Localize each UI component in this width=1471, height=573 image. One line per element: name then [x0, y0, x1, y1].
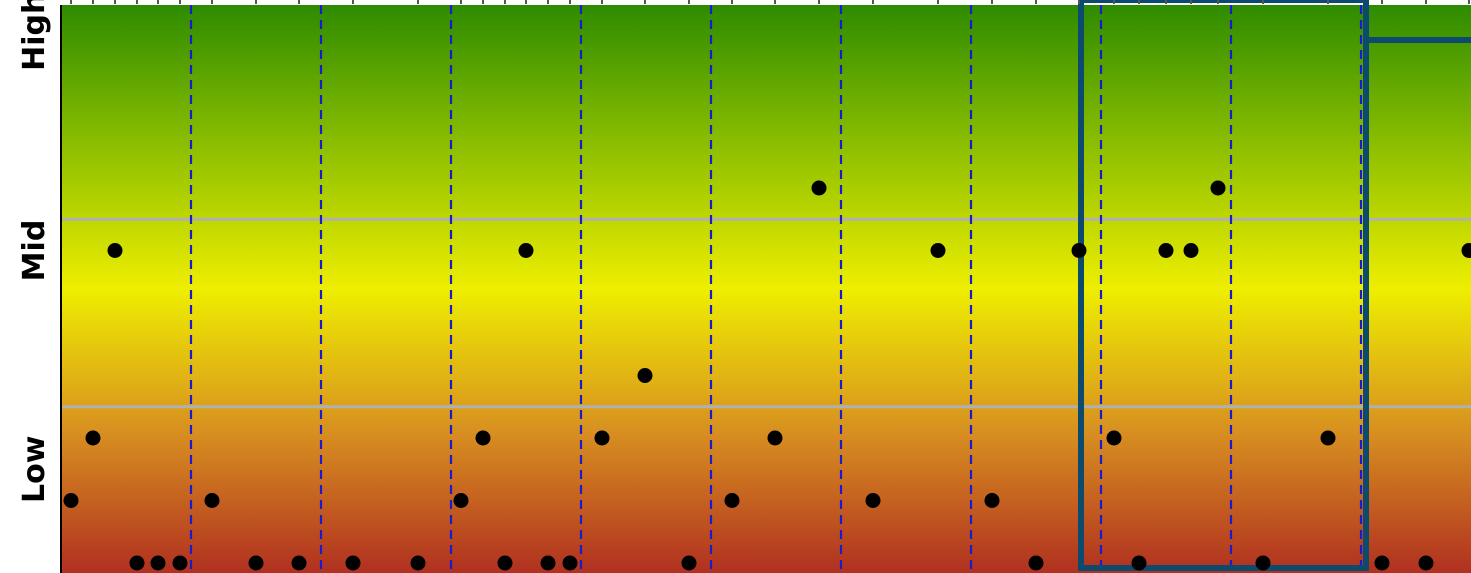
data-point-23: [811, 180, 827, 196]
data-point-1: [63, 493, 79, 508]
data-point-33: [1210, 180, 1226, 196]
data-point-6: [172, 555, 188, 571]
data-point-20: [681, 555, 697, 571]
data-point-19: [637, 368, 653, 383]
data-point-29: [1106, 430, 1122, 446]
data-point-18: [594, 430, 610, 446]
highlight-rect: [1078, 0, 1369, 571]
data-point-7: [204, 493, 220, 508]
interval-lines: [189, 5, 1363, 573]
highlight-box: [1078, 0, 1471, 571]
y-tick-label-mid: Mid: [17, 220, 52, 282]
data-point-37: [1418, 555, 1434, 571]
data-point-8: [248, 555, 264, 571]
y-tick-labels: Low Mid High: [17, 0, 52, 503]
data-point-9: [291, 555, 307, 571]
data-point-22: [767, 430, 783, 446]
data-point-31: [1158, 243, 1174, 258]
data-point-26: [984, 493, 1000, 508]
data-point-27: [1028, 555, 1044, 571]
plot-background: [61, 5, 1471, 573]
top-ticks: [70, 0, 1470, 4]
data-point-21: [724, 493, 740, 508]
band-lines: [61, 217, 1471, 409]
data-point-3: [107, 243, 123, 258]
data-point-32: [1183, 243, 1199, 258]
data-point-10: [345, 555, 361, 571]
data-point-15: [518, 243, 534, 258]
data-point-14: [497, 555, 513, 571]
data-point-2: [85, 430, 101, 446]
data-point-17: [562, 555, 578, 571]
data-point-4: [129, 555, 145, 571]
y-tick-label-high: High: [17, 0, 52, 71]
data-point-38: [1461, 243, 1471, 258]
data-point-24: [865, 493, 881, 508]
data-point-35: [1320, 430, 1336, 446]
data-point-11: [410, 555, 426, 571]
data-point-30: [1131, 555, 1147, 571]
data-points: [63, 180, 1471, 571]
y-tick-label-low: Low: [17, 436, 52, 503]
data-point-34: [1255, 555, 1271, 571]
data-point-12: [453, 493, 469, 508]
data-point-25: [930, 243, 946, 258]
data-point-13: [475, 430, 491, 446]
data-point-28: [1071, 243, 1087, 258]
data-point-5: [150, 555, 166, 571]
data-point-16: [540, 555, 556, 571]
data-point-36: [1374, 555, 1390, 571]
